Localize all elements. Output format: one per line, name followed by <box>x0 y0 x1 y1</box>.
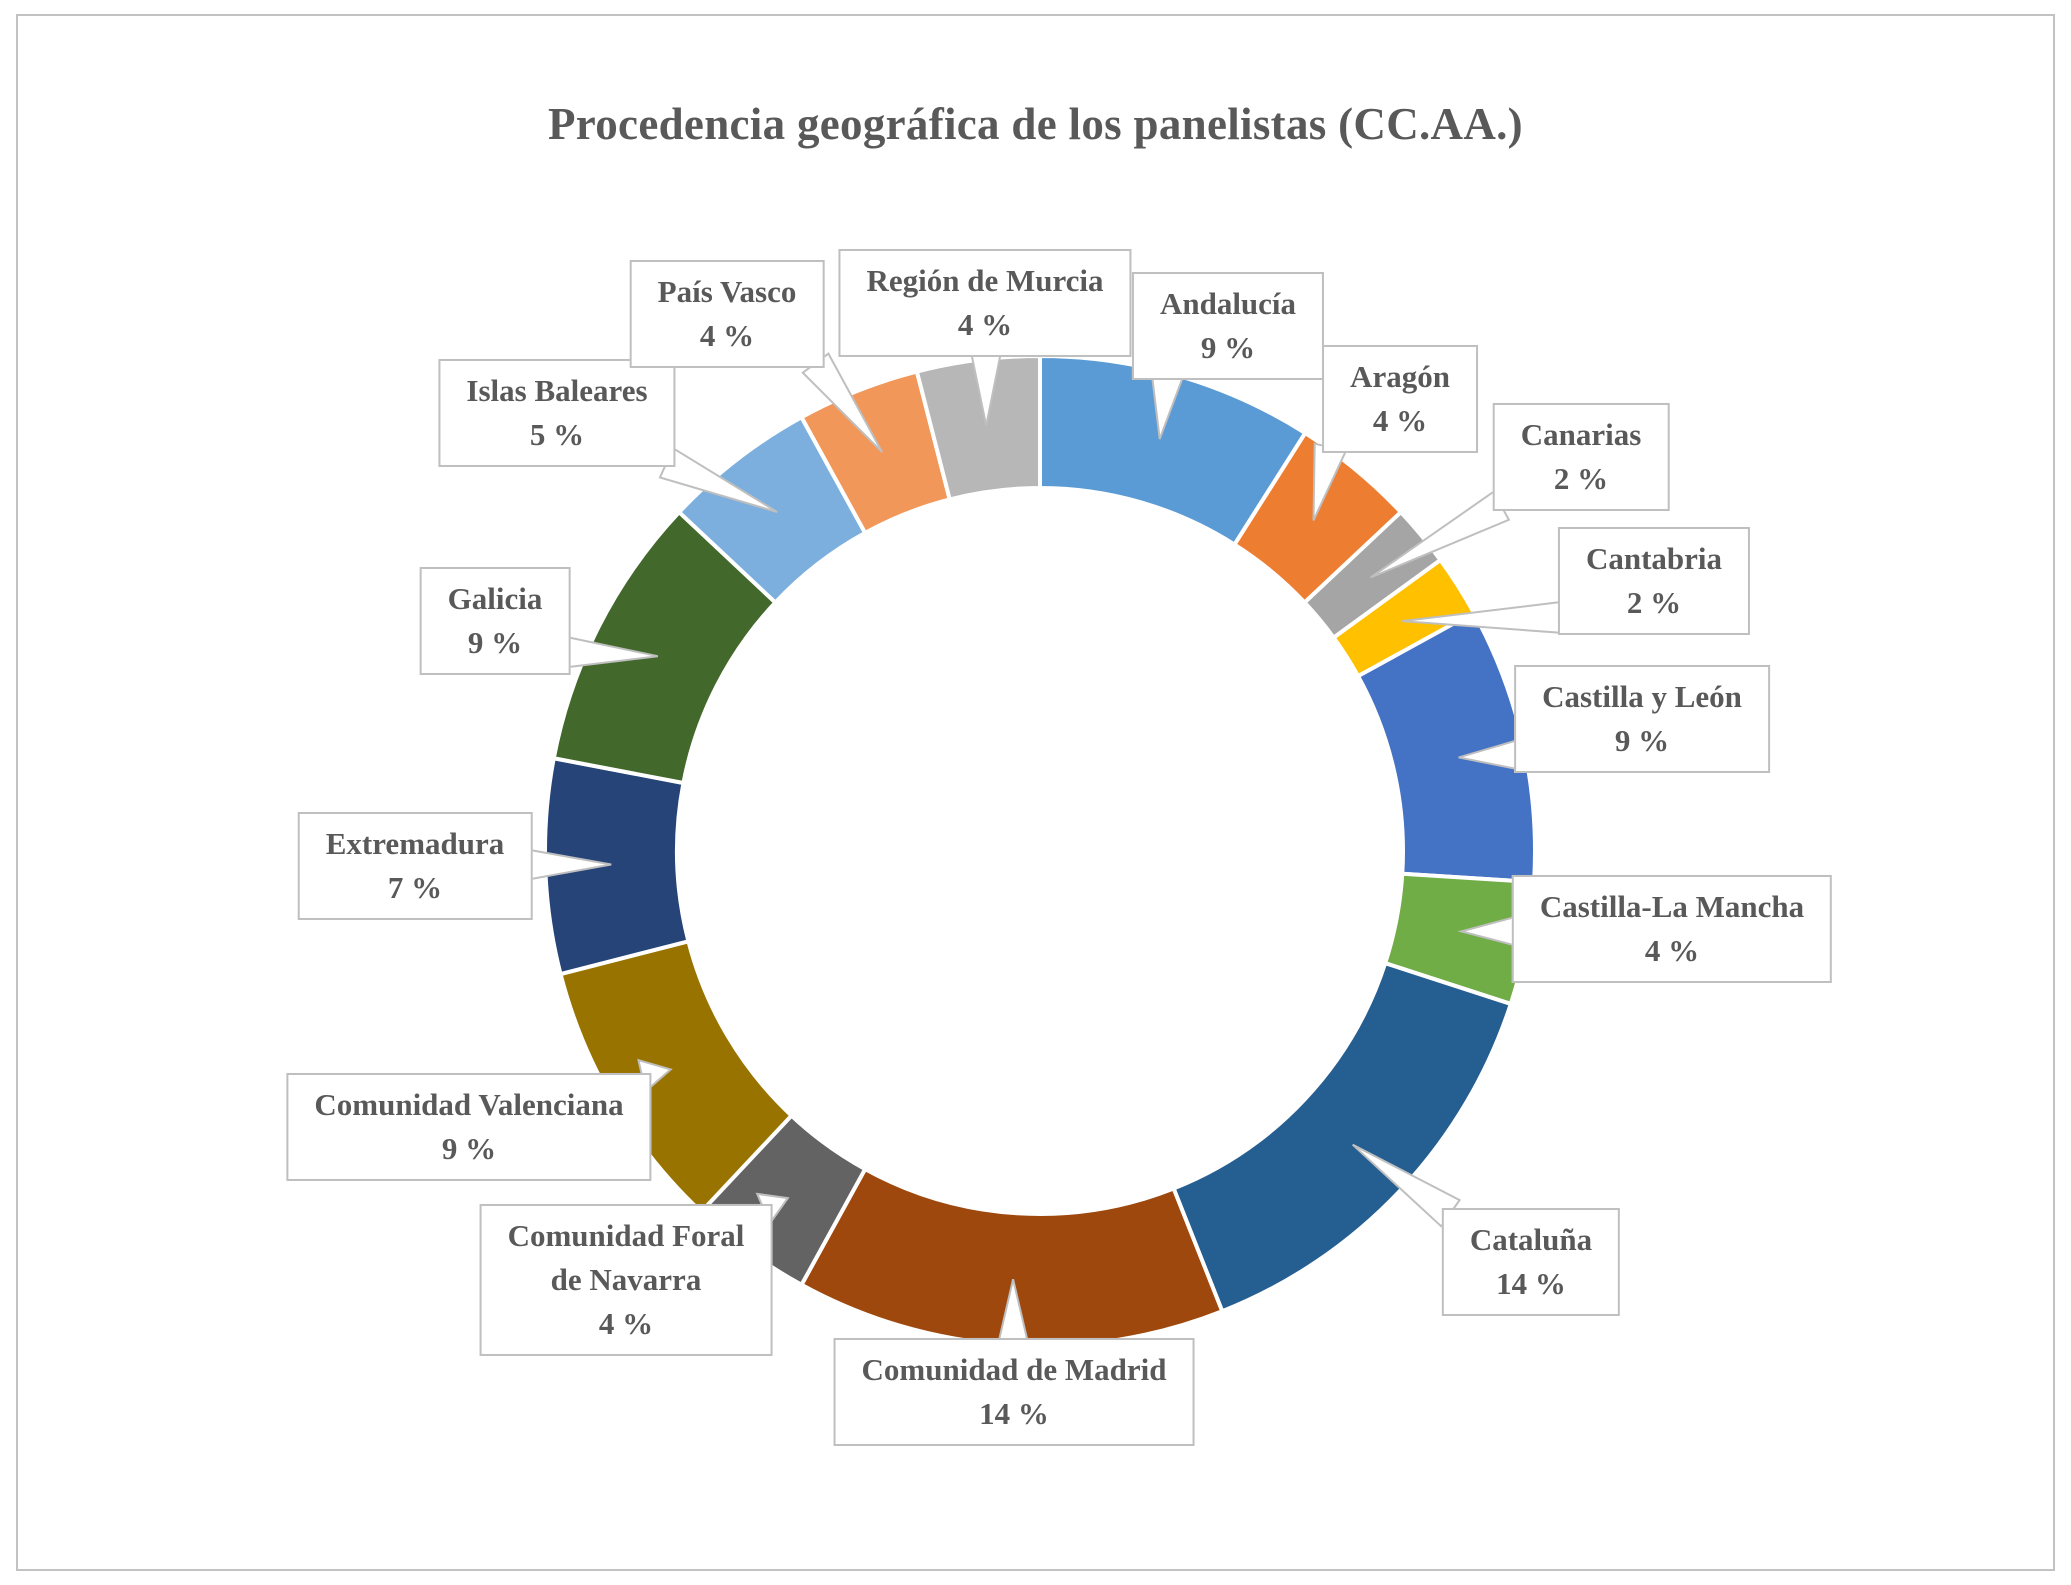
callout-percentage: 9 % <box>467 625 523 660</box>
callout-region-name: Castilla-La Mancha <box>1539 888 1805 924</box>
callout-region-name: Galicia <box>447 580 543 616</box>
callout-region-name: Castilla y León <box>1542 678 1742 714</box>
callout-region-name: Canarias <box>1520 416 1642 452</box>
callout-region-name: Aragón <box>1350 358 1450 394</box>
callout-galicia: Galicia 9 % <box>419 566 571 676</box>
callout-percentage: 4 % <box>598 1306 654 1342</box>
callout-castilla-la-mancha: Castilla-La Mancha 4 % <box>1511 874 1833 984</box>
callout-region-de-murcia: Región de Murcia 4 % <box>838 248 1132 358</box>
callout-percentage: 9 % <box>441 1131 497 1166</box>
callout-percentage: 4 % <box>1644 933 1700 968</box>
callout-percentage: 4 % <box>699 318 755 353</box>
callout-comunidad-valenciana: Comunidad Valenciana 9 % <box>286 1072 652 1182</box>
callout-percentage: 14 % <box>979 1396 1049 1431</box>
callout-percentage: 9 % <box>1200 330 1256 365</box>
callout-region-name: Comunidad de Madrid <box>861 1351 1167 1387</box>
callout-region-name: Cataluña <box>1469 1221 1593 1257</box>
callout-percentage: 7 % <box>387 870 443 905</box>
callout-percentage: 14 % <box>1496 1266 1566 1301</box>
callout-region-name: Comunidad Foral de Navarra <box>507 1217 745 1297</box>
chart-title: Procedencia geográfica de los panelistas… <box>548 99 1523 149</box>
callout-region-name: Extremadura <box>325 825 505 861</box>
callout-region-name: País Vasco <box>657 273 797 309</box>
callout-percentage: 5 % <box>529 417 585 452</box>
callout-percentage: 4 % <box>957 307 1013 342</box>
callout-percentage: 4 % <box>1372 403 1428 438</box>
callout-region-name: Islas Baleares <box>466 372 648 408</box>
callout-aragon: Aragón 4 % <box>1322 344 1478 454</box>
callout-percentage: 9 % <box>1614 723 1670 758</box>
page-border <box>16 14 2055 1571</box>
callout-cantabria: Cantabria 2 % <box>1557 526 1751 636</box>
callout-region-name: Región de Murcia <box>866 262 1104 298</box>
callout-percentage: 2 % <box>1553 461 1609 496</box>
callout-cataluna: Cataluña 14 % <box>1441 1207 1621 1317</box>
callout-islas-baleares: Islas Baleares 5 % <box>438 358 676 468</box>
callout-castilla-y-leon: Castilla y León 9 % <box>1514 664 1770 774</box>
callout-pais-vasco: País Vasco 4 % <box>629 259 825 369</box>
donut-segment-region-de-murcia <box>914 353 1042 502</box>
callout-comunidad-de-madrid: Comunidad de Madrid 14 % <box>833 1337 1195 1447</box>
callout-extremadura: Extremadura 7 % <box>297 811 533 921</box>
callout-canarias: Canarias 2 % <box>1492 402 1670 512</box>
callout-region-name: Comunidad Valenciana <box>314 1086 624 1122</box>
callout-andalucia: Andalucía 9 % <box>1131 271 1325 381</box>
callout-comunidad-foral-de-navarra: Comunidad Foral de Navarra 4 % <box>479 1203 773 1357</box>
callout-region-name: Cantabria <box>1585 540 1723 576</box>
callout-region-name: Andalucía <box>1159 285 1297 321</box>
callout-percentage: 2 % <box>1626 585 1682 620</box>
